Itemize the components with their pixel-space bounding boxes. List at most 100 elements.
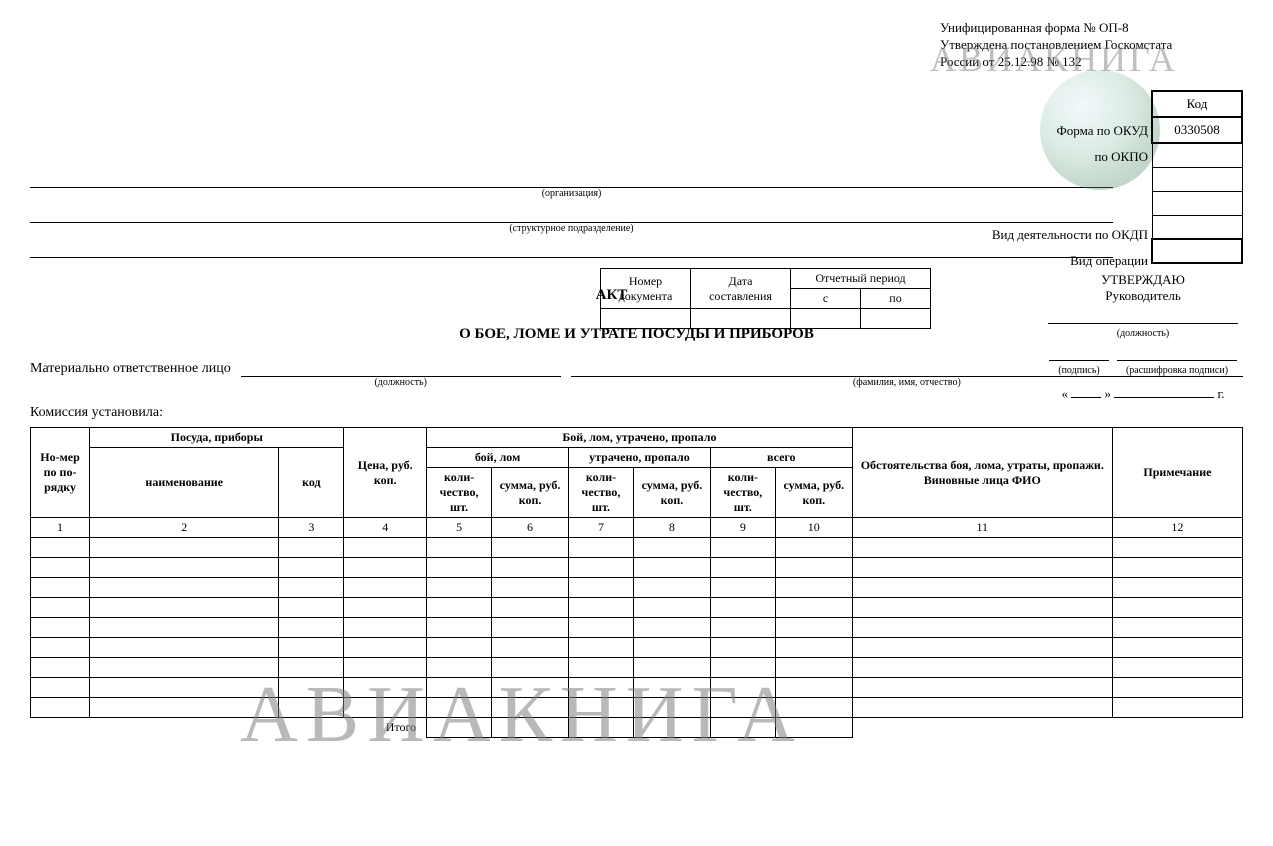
th-utr-sum: сумма, руб. коп. (634, 468, 711, 518)
table-cell (90, 638, 279, 658)
table-cell (492, 558, 569, 578)
table-cell (775, 678, 852, 698)
table-cell (1112, 598, 1242, 618)
table-cell (852, 698, 1112, 718)
table-cell (634, 638, 711, 658)
approve-l2: Руководитель (1043, 288, 1243, 304)
col-number-row: 1 2 3 4 5 6 7 8 9 10 11 12 (31, 518, 1243, 538)
table-cell (31, 618, 90, 638)
colnum-9: 9 (710, 518, 775, 538)
table-cell (1112, 558, 1242, 578)
table-cell (852, 618, 1112, 638)
table-cell (344, 658, 427, 678)
table-row (31, 558, 1243, 578)
table-row (31, 658, 1243, 678)
date-mid: » (1104, 386, 1111, 401)
okpo-value-cell (1152, 143, 1242, 167)
colnum-7: 7 (568, 518, 633, 538)
table-cell (710, 678, 775, 698)
th-boy-sum: сумма, руб. коп. (492, 468, 569, 518)
table-cell (492, 578, 569, 598)
table-cell (568, 538, 633, 558)
table-cell (775, 658, 852, 678)
table-cell (90, 678, 279, 698)
responsible-row: Материально ответственное лицо (должност… (30, 361, 1243, 377)
table-cell (775, 538, 852, 558)
table-cell (492, 658, 569, 678)
table-cell (852, 578, 1112, 598)
table-cell (427, 658, 492, 678)
itogo-c8 (634, 718, 711, 738)
table-row (31, 618, 1243, 638)
code-labels: Форма по ОКУД по ОКПО Вид деятельности п… (548, 92, 1148, 274)
table-cell (775, 618, 852, 638)
table-cell (90, 538, 279, 558)
table-cell (852, 658, 1112, 678)
table-cell (568, 578, 633, 598)
empty-code-cell-2 (1152, 191, 1242, 215)
table-cell (568, 618, 633, 638)
table-cell (1112, 638, 1242, 658)
responsible-post-caption: (должность) (241, 377, 561, 388)
table-cell (427, 538, 492, 558)
th-tot-qty: коли-чество, шт. (710, 468, 775, 518)
table-cell (852, 678, 1112, 698)
colnum-12: 12 (1112, 518, 1242, 538)
label-operation: Вид операции (548, 248, 1148, 274)
table-cell (1112, 578, 1242, 598)
table-cell (634, 678, 711, 698)
table-cell (568, 658, 633, 678)
th-price: Цена, руб. коп. (344, 428, 427, 518)
table-cell (492, 598, 569, 618)
colnum-4: 4 (344, 518, 427, 538)
okud-value-cell: 0330508 (1152, 117, 1242, 143)
table-cell (279, 538, 344, 558)
th-code: код (279, 448, 344, 518)
table-cell (427, 698, 492, 718)
okdp-value-cell (1152, 215, 1242, 239)
colnum-11: 11 (852, 518, 1112, 538)
table-cell (710, 638, 775, 658)
table-cell (634, 598, 711, 618)
table-cell (279, 638, 344, 658)
table-row (31, 578, 1243, 598)
commission-label: Комиссия установила: (30, 405, 1243, 421)
th-name: наименование (90, 448, 279, 518)
itogo-c6 (492, 718, 569, 738)
table-cell (427, 558, 492, 578)
table-cell (31, 538, 90, 558)
th-total: всего (710, 448, 852, 468)
header-line-1: Унифицированная форма № ОП-8 (940, 20, 1250, 37)
table-cell (710, 698, 775, 718)
colnum-1: 1 (31, 518, 90, 538)
colnum-6: 6 (492, 518, 569, 538)
table-cell (279, 558, 344, 578)
itogo-c10 (775, 718, 852, 738)
table-cell (344, 558, 427, 578)
table-cell (344, 698, 427, 718)
itogo-blank1 (852, 718, 1112, 738)
table-cell (710, 618, 775, 638)
table-cell (492, 698, 569, 718)
table-cell (31, 698, 90, 718)
table-cell (634, 698, 711, 718)
itogo-label: Итого (31, 718, 427, 738)
header-line-3: России от 25.12.98 № 132 (940, 54, 1250, 71)
th-lost-group: Бой, лом, утрачено, пропало (427, 428, 853, 448)
table-cell (852, 598, 1112, 618)
th-circ: Обстоятельства боя, лома, утраты, пропаж… (852, 428, 1112, 518)
table-cell (492, 618, 569, 638)
colnum-10: 10 (775, 518, 852, 538)
table-cell (710, 538, 775, 558)
th-boy: бой, лом (427, 448, 569, 468)
table-cell (634, 578, 711, 598)
table-row (31, 698, 1243, 718)
itogo-c5 (427, 718, 492, 738)
table-cell (344, 598, 427, 618)
table-cell (279, 698, 344, 718)
table-cell (1112, 618, 1242, 638)
table-cell (279, 598, 344, 618)
code-header-cell: Код (1152, 91, 1242, 117)
title-main: О БОЕ, ЛОМЕ И УТРАТЕ ПОСУДЫ И ПРИБОРОВ (330, 326, 943, 343)
table-cell (427, 598, 492, 618)
